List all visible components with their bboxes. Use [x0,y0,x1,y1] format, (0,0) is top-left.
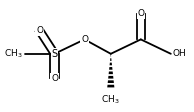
Polygon shape [107,85,114,87]
Text: O: O [51,74,58,83]
Polygon shape [110,58,112,61]
Text: CH$_3$: CH$_3$ [4,47,23,60]
Text: OH: OH [173,49,186,58]
Polygon shape [108,80,114,83]
Text: O: O [36,26,43,35]
Text: CH$_3$: CH$_3$ [101,94,120,106]
Text: O: O [81,35,88,44]
Polygon shape [109,71,113,74]
Text: S: S [51,49,58,59]
Polygon shape [109,67,113,70]
Text: O: O [137,10,144,18]
Polygon shape [110,63,112,65]
Polygon shape [108,76,113,79]
